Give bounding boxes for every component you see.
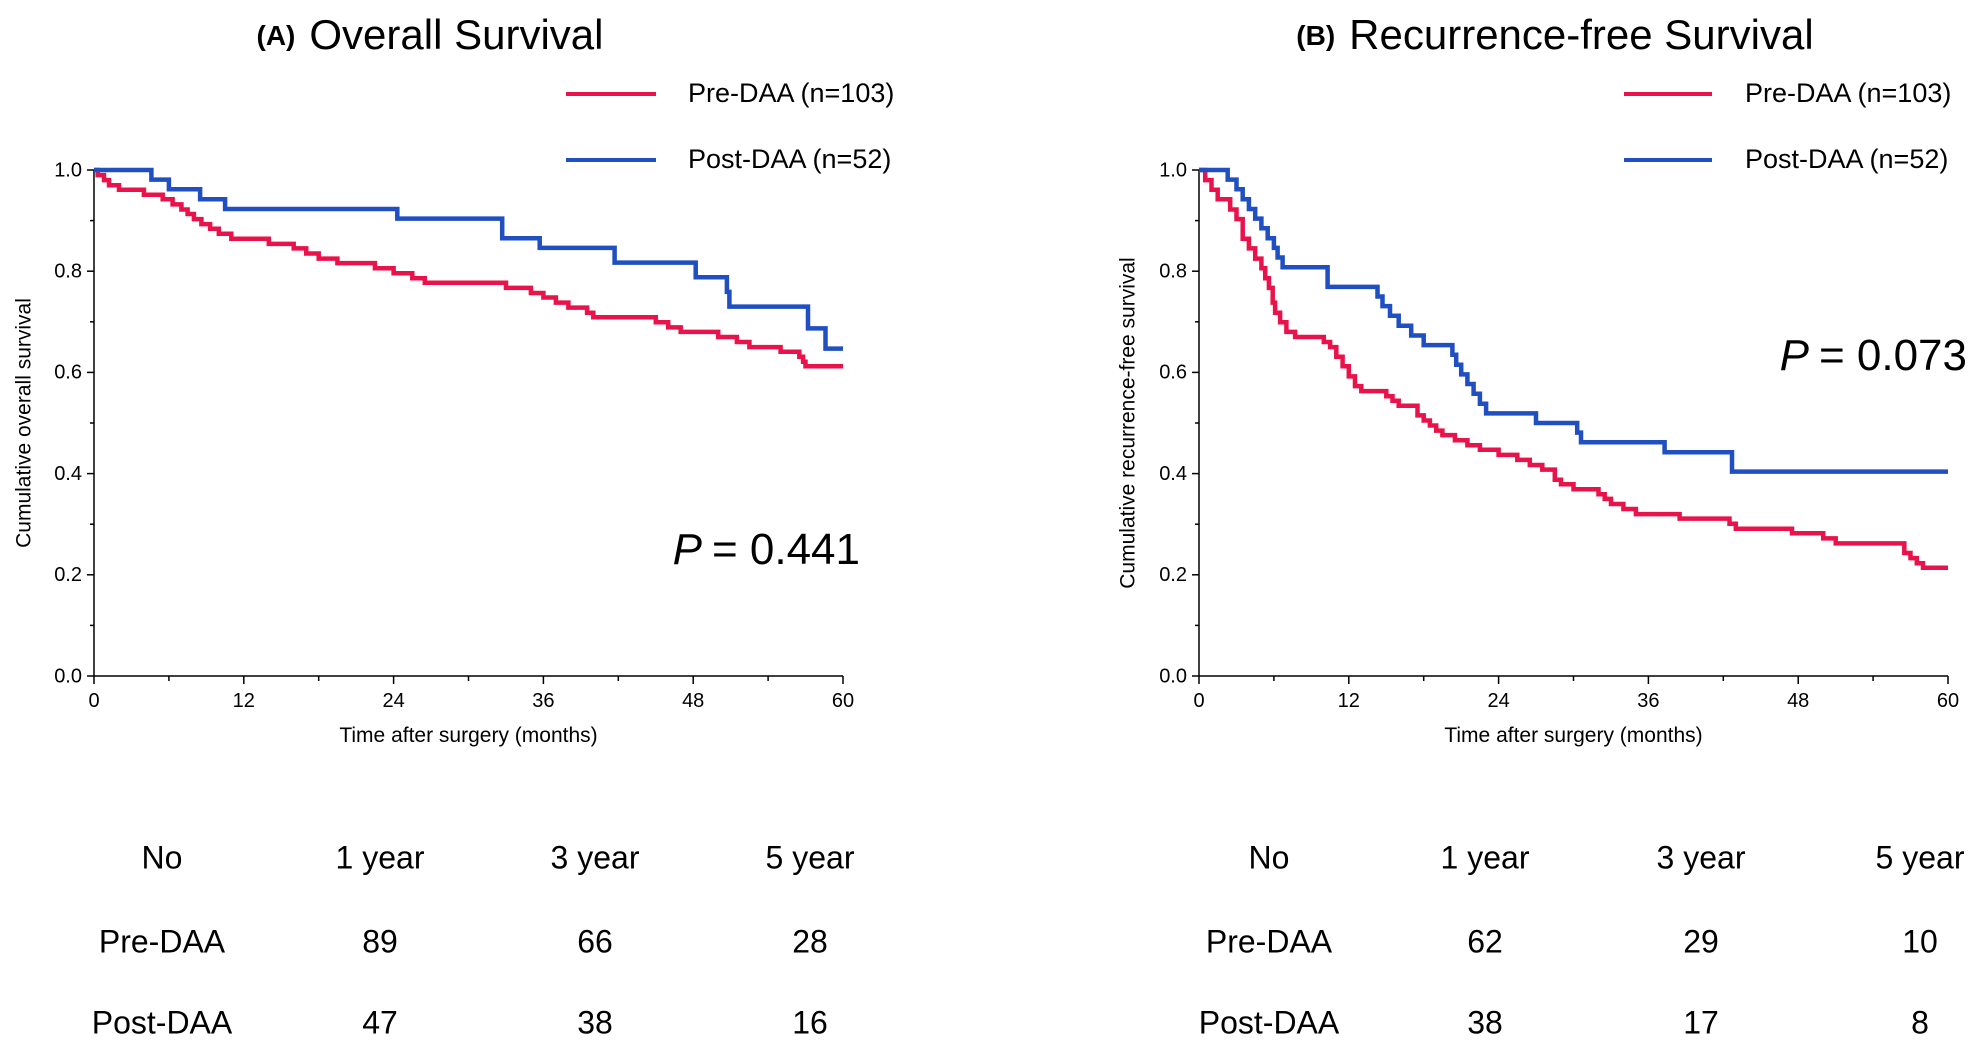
p-value-number: = 0.441 [712, 525, 860, 574]
x-tick-label: 24 [382, 690, 404, 712]
panel-b: (B) Recurrence-free Survival Pre-DAA (n=10… [1116, 11, 1967, 1040]
x-tick-label: 24 [1487, 690, 1509, 712]
x-axis-label: Time after surgery (months) [339, 724, 597, 747]
x-tick-label: 12 [233, 690, 255, 712]
table-cell: 28 [792, 923, 828, 959]
table-cell: 10 [1902, 923, 1938, 959]
y-tick-label: 0.8 [1159, 260, 1187, 282]
x-tick-label: 0 [1193, 690, 1204, 712]
panel-letter: (B) [1296, 20, 1335, 51]
table-cell: 29 [1683, 923, 1719, 959]
panel-letter: (A) [257, 20, 296, 51]
y-tick-label: 0.8 [54, 260, 82, 282]
x-tick-label: 36 [532, 690, 554, 712]
curve-pre-daa [1199, 167, 1948, 570]
table-cell: 89 [362, 923, 398, 959]
table-row-label: Post-DAA [1199, 1004, 1340, 1040]
x-axis-label: Time after surgery (months) [1444, 724, 1702, 747]
y-tick-label: 1.0 [1159, 159, 1187, 181]
y-tick-label: 0.0 [1159, 665, 1187, 687]
y-tick-label: 0.6 [1159, 362, 1187, 384]
table-cell: 38 [1467, 1004, 1503, 1040]
x-tick-label: 48 [1787, 690, 1809, 712]
table-row-label: Post-DAA [92, 1004, 233, 1040]
curve-post-daa [1199, 167, 1948, 474]
p-value: P = 0.073 [1780, 331, 1967, 380]
p-value-letter: P [1780, 331, 1810, 380]
table-cell: 66 [577, 923, 613, 959]
y-tick-label: 0.6 [54, 362, 82, 384]
table-header-cell: 1 year [336, 839, 425, 875]
table-cell: 47 [362, 1004, 398, 1040]
x-tick-label: 12 [1338, 690, 1360, 712]
y-tick-label: 0.4 [54, 463, 82, 485]
p-value-letter: P [673, 525, 703, 574]
curve-pre-daa [94, 167, 843, 369]
table-header-cell: No [1249, 839, 1290, 875]
y-axis-label: Cumulative recurrence-free survival [1116, 257, 1139, 588]
x-tick-label: 36 [1637, 690, 1659, 712]
panel-a: (A) Overall Survival Pre-DAA (n=103) Post-D… [12, 11, 894, 1040]
table-cell: 16 [792, 1004, 828, 1040]
y-tick-label: 1.0 [54, 159, 82, 181]
table-cell: 38 [577, 1004, 613, 1040]
legend-label-pre-daa: Pre-DAA (n=103) [1745, 78, 1951, 108]
y-axis-label: Cumulative overall survival [12, 298, 35, 548]
legend-label-post-daa: Post-DAA (n=52) [688, 144, 891, 174]
panel-title-text: Recurrence-free Survival [1349, 11, 1814, 58]
p-value-number: = 0.073 [1819, 331, 1967, 380]
table-header-cell: 1 year [1441, 839, 1530, 875]
table-row-label: Pre-DAA [99, 923, 226, 959]
table-cell: 17 [1683, 1004, 1719, 1040]
table-header-cell: 3 year [1657, 839, 1746, 875]
x-tick-label: 0 [88, 690, 99, 712]
curve-post-daa [94, 167, 843, 351]
panel-title: (B) Recurrence-free Survival [1296, 11, 1813, 58]
table-header-cell: No [142, 839, 183, 875]
table-header-cell: 5 year [1876, 839, 1965, 875]
legend-label-pre-daa: Pre-DAA (n=103) [688, 78, 894, 108]
table-row-label: Pre-DAA [1206, 923, 1333, 959]
table-header-cell: 3 year [551, 839, 640, 875]
p-value: P = 0.441 [673, 525, 860, 574]
y-tick-label: 0.2 [1159, 564, 1187, 586]
panel-title-text: Overall Survival [309, 11, 603, 58]
table-header-cell: 5 year [766, 839, 855, 875]
y-tick-label: 0.0 [54, 665, 82, 687]
x-tick-label: 48 [682, 690, 704, 712]
x-tick-label: 60 [1937, 690, 1959, 712]
legend-label-post-daa: Post-DAA (n=52) [1745, 144, 1948, 174]
y-tick-label: 0.2 [54, 564, 82, 586]
table-cell: 62 [1467, 923, 1503, 959]
table-cell: 8 [1911, 1004, 1929, 1040]
y-tick-label: 0.4 [1159, 463, 1187, 485]
panel-title: (A) Overall Survival [257, 11, 604, 58]
x-tick-label: 60 [832, 690, 854, 712]
